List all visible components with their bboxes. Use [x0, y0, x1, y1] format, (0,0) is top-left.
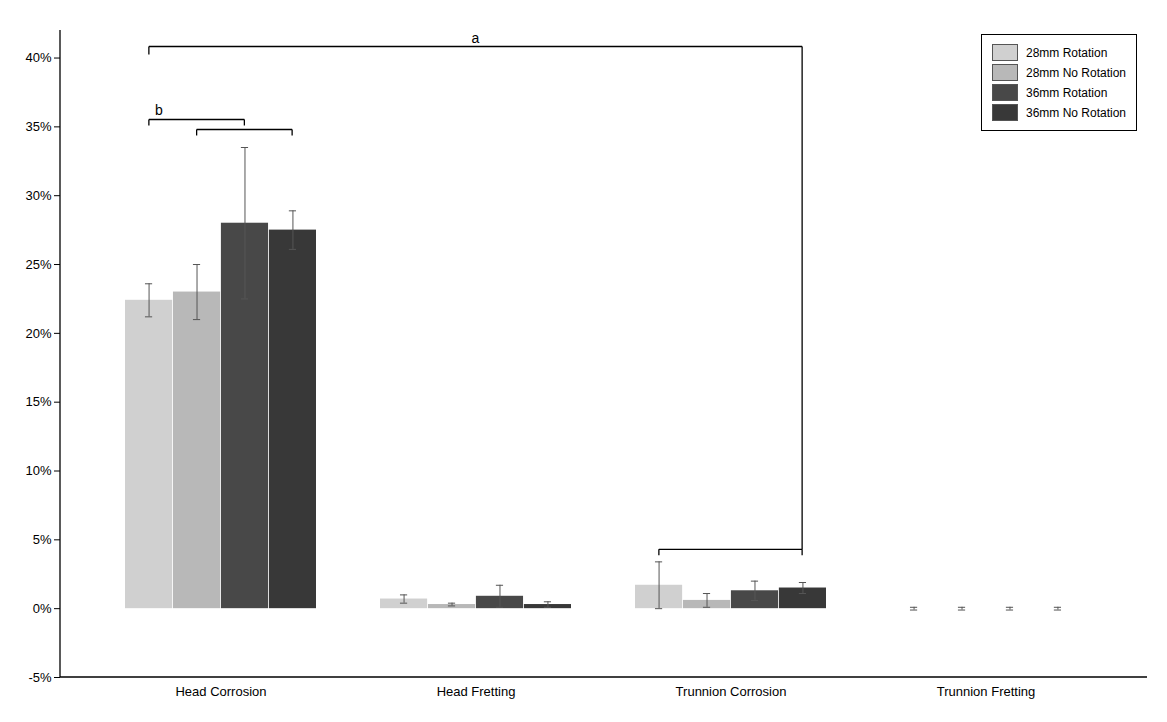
svg-text:40%: 40% [25, 50, 51, 65]
svg-text:Trunnion Fretting: Trunnion Fretting [937, 684, 1036, 699]
svg-text:0%: 0% [33, 601, 52, 616]
svg-text:15%: 15% [25, 394, 51, 409]
svg-text:-5%: -5% [28, 670, 52, 685]
svg-text:10%: 10% [25, 463, 51, 478]
html-text:36mm Rotation: 36mm Rotation [1026, 85, 1108, 100]
html-text:28mm Rotation: 28mm Rotation [1026, 45, 1108, 60]
svg-text:30%: 30% [25, 188, 51, 203]
svg-text:a: a [472, 30, 480, 46]
svg-text:25%: 25% [25, 257, 51, 272]
html-text:28mm No Rotation: 28mm No Rotation [1026, 65, 1126, 80]
html-text:36mm No Rotation: 36mm No Rotation [1026, 105, 1126, 120]
svg-text:Head Fretting: Head Fretting [437, 684, 516, 699]
svg-text:20%: 20% [25, 326, 51, 341]
svg-text:5%: 5% [33, 532, 52, 547]
svg-text:Head Corrosion: Head Corrosion [175, 684, 266, 699]
svg-text:35%: 35% [25, 119, 51, 134]
svg-text:b: b [155, 102, 163, 118]
svg-text:Trunnion Corrosion: Trunnion Corrosion [676, 684, 787, 699]
